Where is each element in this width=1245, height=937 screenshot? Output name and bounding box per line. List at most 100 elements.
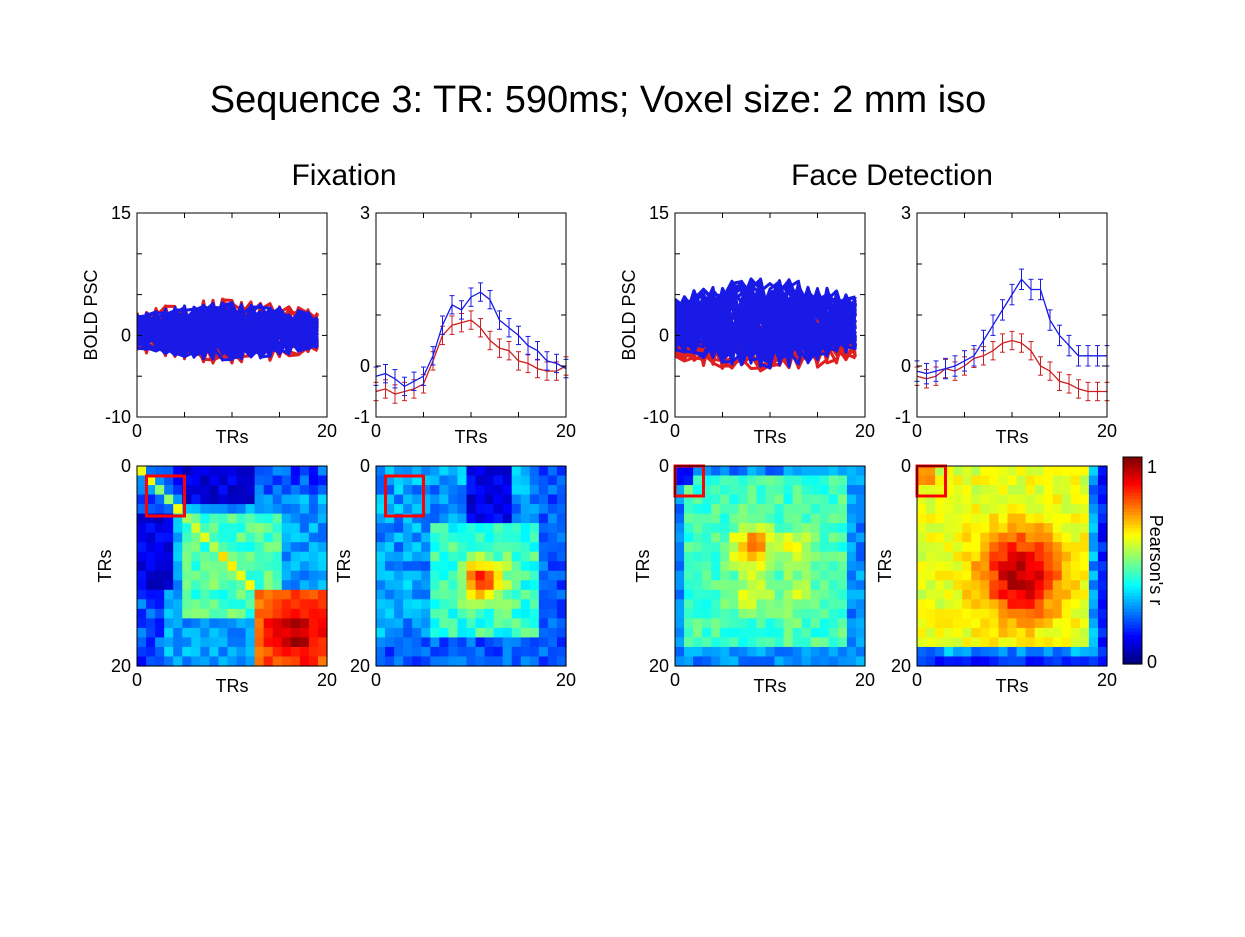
heatmap-cell (846, 656, 857, 667)
heatmap-cell (227, 485, 238, 496)
heatmap-cell (218, 580, 229, 591)
heatmap-cell (980, 637, 990, 648)
heatmap-cell (520, 523, 531, 534)
heatmap-cell (926, 627, 936, 639)
heatmap-cell (765, 599, 776, 610)
heatmap-cell (1079, 523, 1090, 534)
heatmap-cell (227, 589, 238, 600)
heatmap-cell (299, 570, 310, 581)
heatmap-cell (998, 561, 1009, 572)
colorbar-step (1123, 502, 1142, 507)
heatmap-cell (182, 466, 192, 477)
colorbar-step (1123, 460, 1142, 465)
heatmap-cell (819, 608, 830, 619)
heatmap-cell (1061, 523, 1072, 534)
heatmap-cell (538, 580, 549, 591)
heatmap-cell (164, 466, 174, 477)
heatmap-cell (1007, 637, 1018, 648)
heatmap-cell (520, 532, 531, 543)
heatmap-cell (182, 513, 192, 524)
heatmap-cell (747, 580, 758, 591)
heatmap-cell (556, 475, 567, 486)
heatmap-cell (146, 551, 156, 562)
heatmap-cell (926, 466, 936, 477)
heatmap-cell (403, 466, 413, 477)
heatmap-cell (466, 656, 477, 667)
heatmap-cell (747, 570, 758, 581)
heatmap-cell (711, 466, 721, 477)
heatmap-cell (828, 504, 839, 515)
heatmap-cell (693, 485, 703, 496)
heatmap-cell (502, 570, 513, 581)
heatmap-cell (1052, 551, 1063, 562)
heatmap-cell (1025, 656, 1036, 667)
heatmap-cell (1052, 475, 1063, 486)
heatmap-cell (989, 656, 1000, 667)
heatmap-cell (1034, 599, 1045, 610)
heatmap-cell (236, 646, 247, 658)
heatmap-cell (774, 580, 785, 591)
colorbar-step (1123, 573, 1142, 578)
heatmap-cell (935, 618, 945, 629)
heatmap-cell (810, 532, 821, 543)
heatmap-cell (1025, 608, 1036, 619)
heatmap-cell (1079, 589, 1090, 600)
heatmap-cell (917, 532, 927, 543)
heatmap-cell (953, 466, 963, 477)
heatmap-cell (421, 599, 431, 610)
heatmap-cell (917, 466, 927, 477)
heatmap-cell (281, 475, 292, 486)
heatmap-cell (828, 523, 839, 534)
heatmap-cell (1079, 646, 1090, 658)
heatmap-cell (439, 656, 449, 667)
heatmap-cell (412, 494, 422, 505)
heatmap-cell (801, 570, 812, 581)
heatmap-cell (484, 494, 495, 505)
heatmap-cell (236, 494, 247, 505)
heatmap-cell (711, 523, 721, 534)
heatmap-cell (1016, 570, 1027, 581)
heatmap-cell (475, 466, 486, 477)
heatmap-cell (926, 523, 936, 534)
heatmap-cell (989, 551, 1000, 562)
heatmap-cell (200, 646, 210, 658)
heatmap-cell (944, 646, 954, 658)
heatmap-cell (164, 580, 174, 591)
heatmap-cell (1070, 494, 1081, 505)
heatmap-cell (711, 532, 721, 543)
heatmap-cell (430, 656, 440, 667)
heatmap-cell (403, 627, 413, 639)
heatmap-cell (218, 466, 229, 477)
heatmap-cell (209, 637, 220, 648)
heatmap-cell (837, 570, 848, 581)
heatmap-cell (738, 608, 748, 619)
heatmap-cell (1007, 646, 1018, 658)
heatmap-cell (182, 542, 192, 553)
heatmap-cell (254, 570, 265, 581)
heatmap-cell (502, 513, 513, 524)
heatmap-cell (711, 504, 721, 515)
heatmap-cell (962, 485, 972, 496)
heatmap-cell (538, 551, 549, 562)
heatmap-cell (200, 580, 210, 591)
x-tick-label: 20 (1097, 670, 1117, 690)
heatmap-cell (493, 561, 504, 572)
heatmap-cell (738, 599, 748, 610)
heatmap-cell (191, 475, 201, 486)
heatmap-cell (146, 608, 156, 619)
heatmap-cell (236, 570, 247, 581)
heatmap-cell (200, 589, 210, 600)
heatmap-cell (317, 589, 328, 600)
colorbar-step (1123, 518, 1142, 523)
heatmap-cell (810, 494, 821, 505)
heatmap-cell (137, 599, 147, 610)
heatmap-cell (520, 504, 531, 515)
colorbar-step (1123, 583, 1142, 587)
colorbar-step (1123, 576, 1142, 581)
colorbar-step (1123, 489, 1142, 494)
heatmap-cell (747, 475, 758, 486)
heatmap-cell (1025, 580, 1036, 591)
heatmap-cell (855, 618, 866, 629)
heatmap-cell (953, 627, 963, 639)
heatmap-cell (281, 618, 292, 629)
